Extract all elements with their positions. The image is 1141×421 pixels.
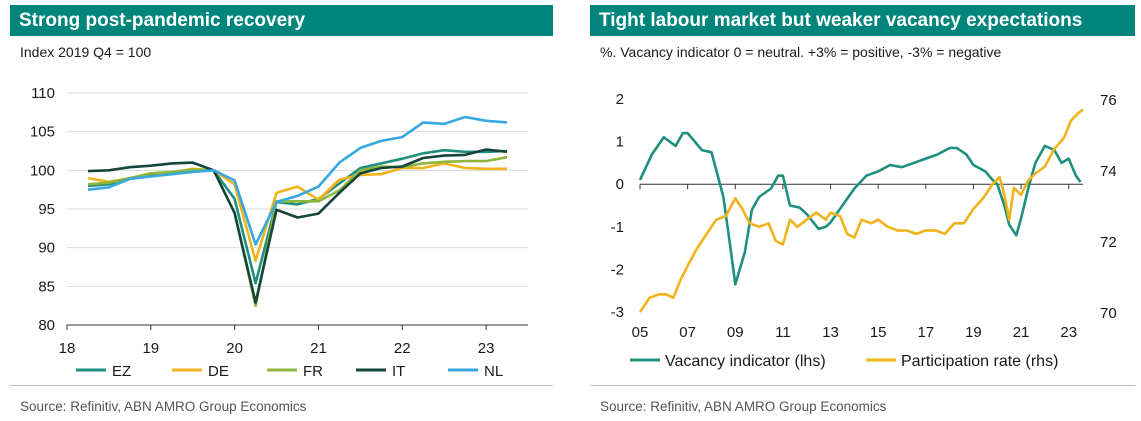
y-tick-label: 90 [38,240,55,257]
right-chart-title: Tight labour market but weaker vacancy e… [590,5,1135,36]
x-tick-label: 18 [59,340,76,357]
series-line-it [87,148,508,304]
x-tick-label: 21 [310,340,327,357]
legend-label-nl: NL [484,363,503,380]
y-tick-label: 105 [30,124,55,141]
x-tick-label: 20 [226,340,243,357]
x-tick-label: 09 [727,324,744,341]
left-chart-subtitle: Index 2019 Q4 = 100 [20,44,152,60]
legend-label-vacancy: Vacancy indicator (lhs) [665,353,826,370]
y-left-tick-label: -2 [611,261,624,278]
right-chart-source: Source: Refinitiv, ABN AMRO Group Econom… [600,399,887,414]
legend-label-participation: Participation rate (rhs) [901,353,1058,370]
x-tick-label: 23 [478,340,495,357]
y-left-tick-label: 1 [616,134,624,151]
y-tick-label: 85 [38,278,55,295]
legend-label-ez: EZ [112,363,131,380]
x-tick-label: 11 [775,324,791,341]
series-line-nl [87,115,508,246]
y-tick-label: 110 [31,85,55,102]
x-tick-label: 21 [1013,324,1030,341]
left-chart-title: Strong post-pandemic recovery [10,5,553,36]
y-right-tick-label: 74 [1100,163,1117,180]
x-tick-label: 22 [394,340,411,357]
x-tick-label: 05 [632,324,649,341]
x-tick-label: 19 [142,340,159,357]
legend-label-de: DE [208,363,229,380]
y-left-tick-label: -3 [611,304,624,321]
series-line-fr [87,155,508,308]
right-chart-panel: Tight labour market but weaker vacancy e… [590,0,1135,421]
y-right-tick-label: 72 [1100,234,1117,251]
y-left-tick-label: 0 [616,176,624,193]
y-left-tick-label: 2 [616,91,624,108]
y-right-tick-label: 76 [1100,92,1117,109]
left-divider [10,385,553,386]
x-tick-label: 13 [822,324,839,341]
y-right-tick-label: 70 [1100,305,1117,322]
left-chart-panel: Strong post-pandemic recovery Index 2019… [10,0,553,421]
participation-rate-line [638,108,1084,313]
legend-label-it: IT [392,363,405,380]
right-divider [590,385,1135,386]
x-tick-label: 17 [917,324,934,341]
x-tick-label: 07 [679,324,696,341]
x-tick-label: 15 [870,324,887,341]
y-left-tick-label: -1 [611,219,624,236]
right-chart-subtitle: %. Vacancy indicator 0 = neutral. +3% = … [600,44,1002,60]
y-tick-label: 80 [38,317,55,334]
legend-label-fr: FR [303,363,323,380]
vacancy-indicator-line [638,131,1082,286]
x-tick-label: 19 [965,324,982,341]
x-tick-label: 23 [1060,324,1077,341]
left-chart-source: Source: Refinitiv, ABN AMRO Group Econom… [20,399,307,414]
y-tick-label: 95 [38,201,55,218]
y-tick-label: 100 [30,162,55,179]
